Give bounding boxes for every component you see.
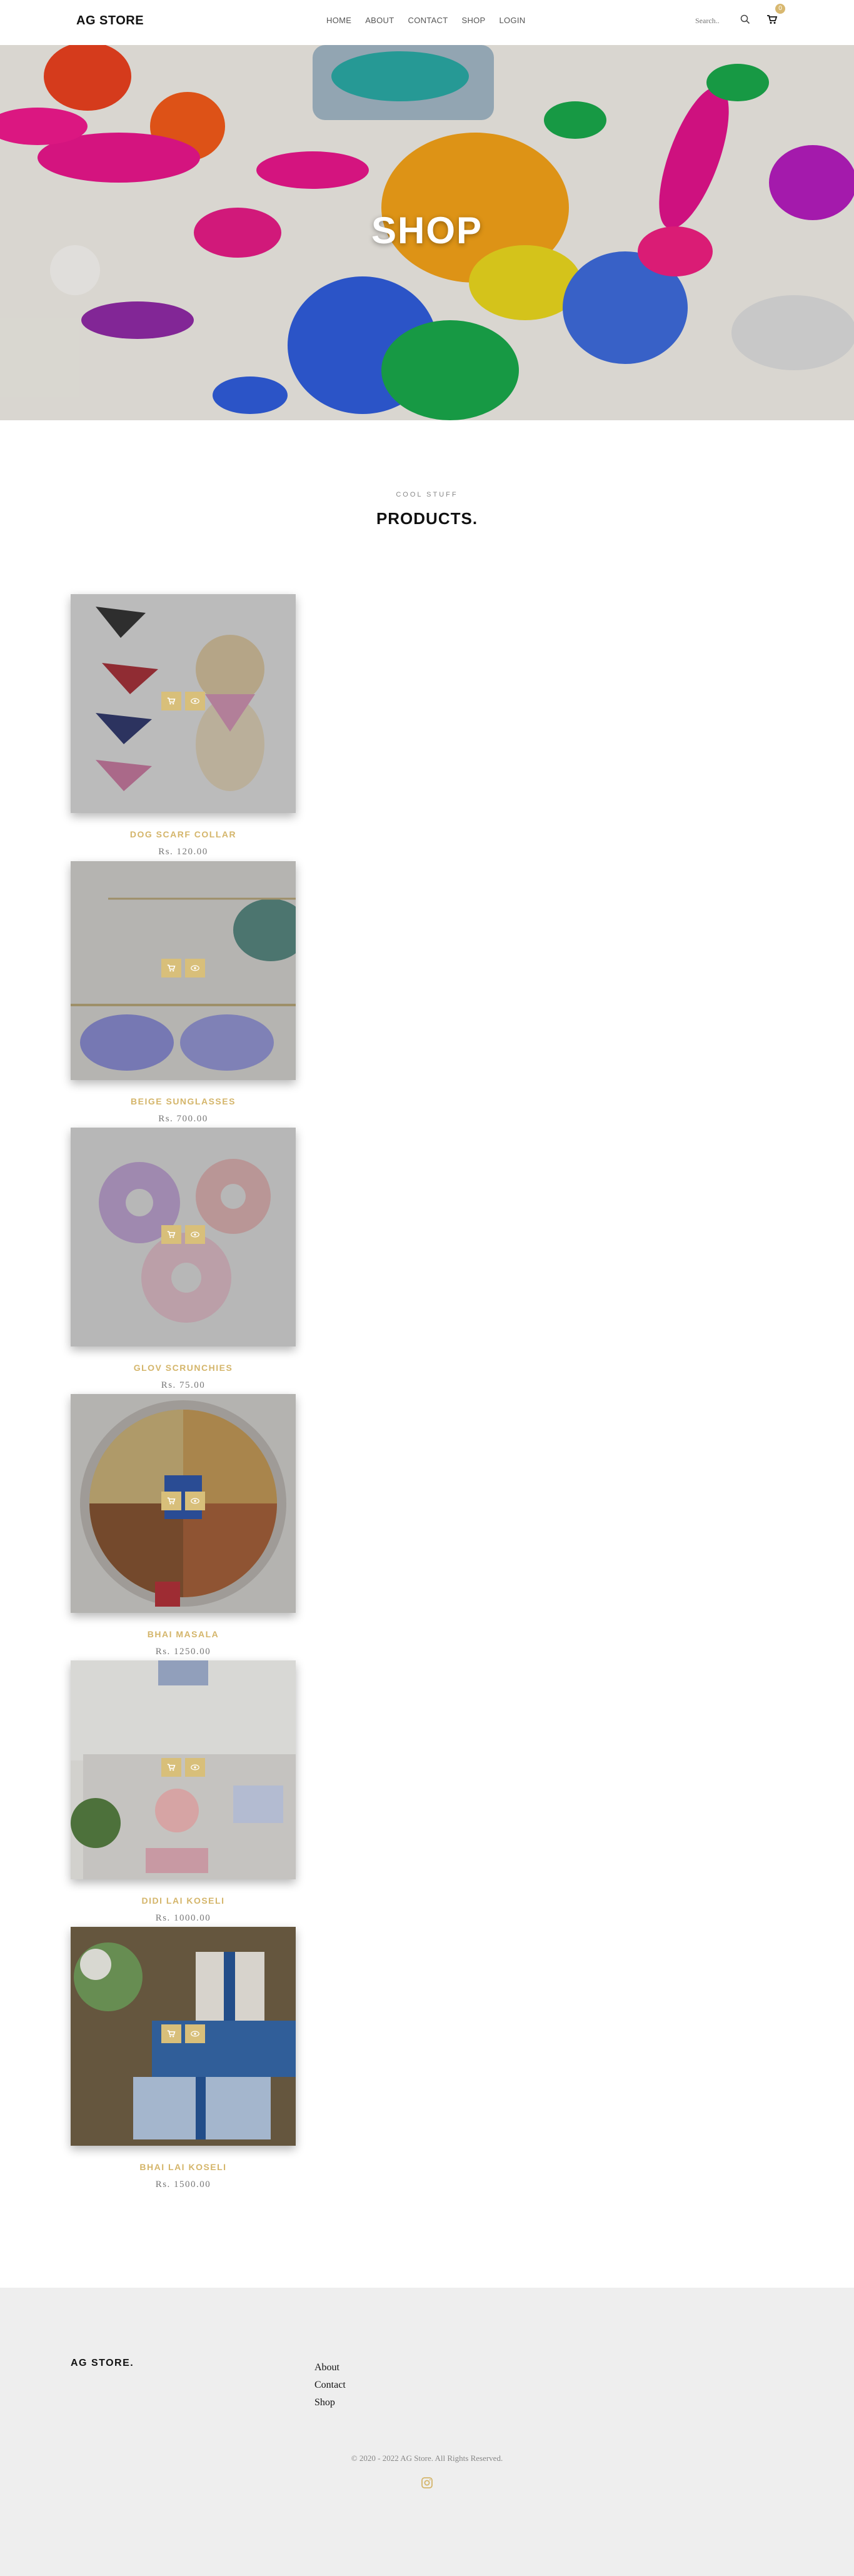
hero-overlay (0, 45, 854, 420)
product-price: Rs. 1000.00 (155, 1913, 211, 1923)
sunglasses-image (71, 861, 296, 1080)
eye-icon (191, 2031, 199, 2037)
cart-icon[interactable] (766, 14, 778, 25)
quick-view-button[interactable] (185, 959, 205, 977)
product-image[interactable] (71, 1394, 296, 1613)
product-price: Rs. 1250.00 (155, 1647, 211, 1657)
cart-icon (167, 1764, 176, 1771)
cart-icon (167, 1497, 176, 1505)
cart-count-badge: 0 (775, 4, 785, 14)
gift-box-image (71, 1660, 296, 1879)
quick-view-button[interactable] (185, 2024, 205, 2043)
add-to-cart-button[interactable] (161, 692, 181, 710)
eye-icon (191, 1764, 199, 1770)
blue-gift-boxes-image (71, 1927, 296, 2146)
image-overlay (71, 594, 296, 813)
footer-brand: AG STORE. (71, 2358, 134, 2368)
product-price: Rs. 75.00 (161, 1380, 206, 1390)
main-nav: HOME ABOUT CONTACT SHOP LOGIN (326, 16, 539, 25)
quick-view-button[interactable] (185, 692, 205, 710)
nav-contact[interactable]: CONTACT (408, 16, 448, 25)
product-card: BHAI LAI KOSELI Rs. 1500.00 (71, 1927, 296, 2190)
cart-icon (167, 2030, 176, 2038)
paint-splash-image (0, 45, 854, 420)
image-overlay (71, 1394, 296, 1613)
image-overlay (71, 1128, 296, 1346)
product-name[interactable]: BEIGE SUNGLASSES (131, 1096, 236, 1106)
product-actions (161, 692, 205, 710)
search-input[interactable] (695, 16, 739, 26)
add-to-cart-button[interactable] (161, 2024, 181, 2043)
product-image[interactable] (71, 1128, 296, 1346)
product-name[interactable]: DIDI LAI KOSELI (141, 1896, 225, 1906)
quick-view-button[interactable] (185, 1758, 205, 1777)
product-image[interactable] (71, 1660, 296, 1879)
section-title: PRODUCTS. (376, 509, 478, 528)
scrunchies-image (71, 1128, 296, 1346)
instagram-icon[interactable] (421, 2477, 433, 2489)
dog-scarf-image (71, 594, 296, 813)
cart-icon (167, 964, 176, 972)
footer-link-about[interactable]: About (314, 2362, 339, 2373)
product-actions (161, 1758, 205, 1777)
cart-icon (167, 1231, 176, 1238)
product-price: Rs. 1500.00 (155, 2179, 211, 2190)
product-price: Rs. 120.00 (158, 847, 208, 857)
nav-about[interactable]: ABOUT (365, 16, 394, 25)
add-to-cart-button[interactable] (161, 959, 181, 977)
eye-icon (191, 965, 199, 971)
masala-tray-image (71, 1394, 296, 1613)
image-overlay (71, 861, 296, 1080)
product-name[interactable]: DOG SCARF COLLAR (129, 829, 237, 839)
footer: AG STORE. About Contact Shop © 2020 - 20… (0, 2288, 854, 2576)
product-image[interactable] (71, 861, 296, 1080)
product-actions (161, 1225, 205, 1244)
add-to-cart-button[interactable] (161, 1225, 181, 1244)
image-overlay (71, 1660, 296, 1879)
product-actions (161, 959, 205, 977)
product-actions (161, 2024, 205, 2043)
product-name[interactable]: BHAI LAI KOSELI (139, 2162, 227, 2172)
nav-login[interactable]: LOGIN (499, 16, 526, 25)
brand-logo[interactable]: AG STORE (76, 14, 144, 28)
quick-view-button[interactable] (185, 1492, 205, 1510)
product-card: GLOV SCRUNCHIES Rs. 75.00 (71, 1128, 296, 1391)
product-name[interactable]: BHAI MASALA (147, 1629, 219, 1639)
product-price: Rs. 700.00 (158, 1114, 208, 1124)
eye-icon (191, 1498, 199, 1504)
footer-nav: About Contact Shop (314, 2359, 346, 2412)
search-icon[interactable] (740, 14, 751, 25)
product-image[interactable] (71, 594, 296, 813)
product-card: DIDI LAI KOSELI Rs. 1000.00 (71, 1660, 296, 1924)
footer-link-shop[interactable]: Shop (314, 2397, 335, 2408)
nav-home[interactable]: HOME (326, 16, 352, 25)
product-image[interactable] (71, 1927, 296, 2146)
image-overlay (71, 1927, 296, 2146)
navbar: AG STORE HOME ABOUT CONTACT SHOP LOGIN 0 (0, 0, 854, 45)
product-actions (161, 1492, 205, 1510)
add-to-cart-button[interactable] (161, 1758, 181, 1777)
footer-link-contact[interactable]: Contact (314, 2380, 346, 2390)
copyright-text: © 2020 - 2022 AG Store. All Rights Reser… (351, 2453, 503, 2463)
hero-banner: SHOP (0, 45, 854, 420)
section-subtitle: COOL STUFF (396, 491, 458, 498)
hero-title: SHOP (371, 210, 483, 251)
add-to-cart-button[interactable] (161, 1492, 181, 1510)
product-name[interactable]: GLOV SCRUNCHIES (133, 1363, 233, 1373)
cart-icon (167, 697, 176, 705)
nav-shop[interactable]: SHOP (461, 16, 486, 25)
product-card: DOG SCARF COLLAR Rs. 120.00 (71, 594, 296, 857)
product-card: BHAI MASALA Rs. 1250.00 (71, 1394, 296, 1657)
eye-icon (191, 698, 199, 704)
eye-icon (191, 1231, 199, 1238)
product-card: BEIGE SUNGLASSES Rs. 700.00 (71, 861, 296, 1124)
quick-view-button[interactable] (185, 1225, 205, 1244)
